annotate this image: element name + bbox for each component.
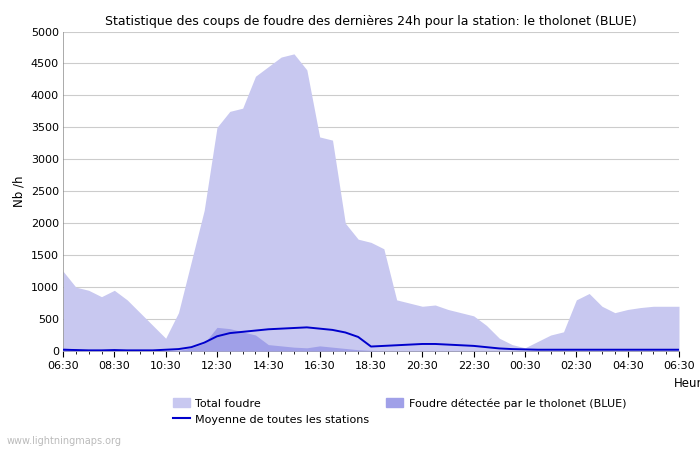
X-axis label: Heure: Heure (673, 377, 700, 390)
Y-axis label: Nb /h: Nb /h (12, 176, 25, 207)
Title: Statistique des coups de foudre des dernières 24h pour la station: le tholonet (: Statistique des coups de foudre des dern… (105, 14, 637, 27)
Text: www.lightningmaps.org: www.lightningmaps.org (7, 436, 122, 446)
Legend: Total foudre, Moyenne de toutes les stations, Foudre détectée par le tholonet (B: Total foudre, Moyenne de toutes les stat… (174, 398, 626, 425)
